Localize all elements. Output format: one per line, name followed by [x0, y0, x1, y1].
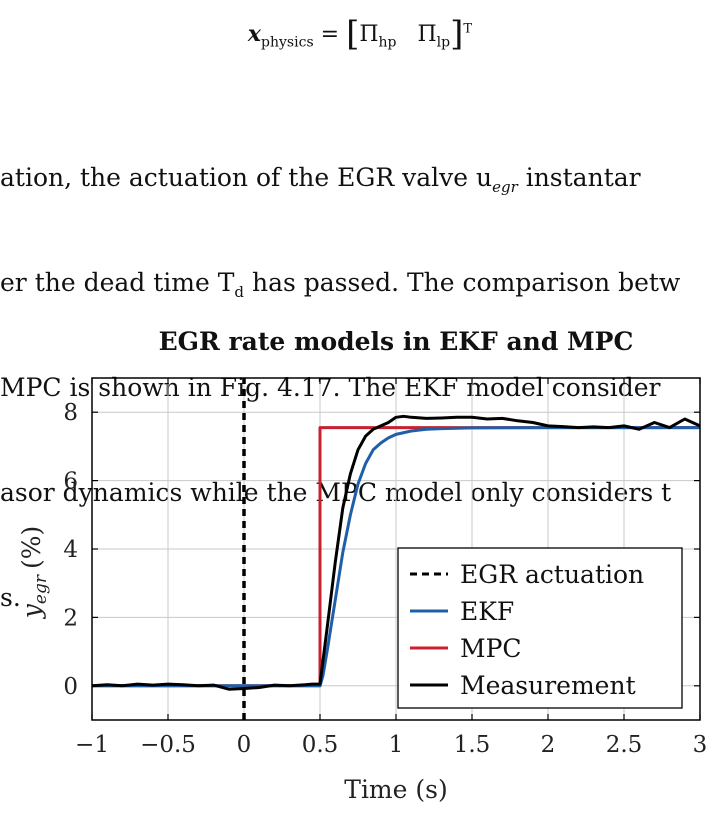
legend-label: Measurement: [460, 671, 636, 700]
series-line-measurement: [91, 414, 701, 691]
y-tick-label: 2: [63, 605, 78, 631]
x-tick-label: 2.5: [606, 732, 643, 758]
equation-pi-hp: Π: [359, 22, 379, 47]
plot-area: [91, 378, 701, 720]
paragraph-line-2: er the dead time Td has passed. The comp…: [0, 265, 720, 300]
equation-lhs-symbol: x: [247, 21, 262, 47]
series-line-ekf: [92, 426, 700, 688]
x-tick-label: 1.5: [454, 732, 491, 758]
x-axis-label: Time (s): [344, 775, 447, 804]
equation-lhs-subscript: physics: [261, 34, 314, 51]
egr-rate-chart: EGR rate models in EKF and MPC −1 −0.5 0 0.…: [17, 327, 707, 804]
legend-box: [397, 547, 683, 709]
x-tick-label: −0.5: [140, 732, 196, 758]
legend: EGR actuation EKF MPC Measurement: [397, 547, 683, 709]
equation: xphysics = [Πhp Πlp]T: [0, 14, 720, 54]
x-tick-label: 3: [693, 732, 708, 758]
equation-pi-hp-sub: hp: [378, 34, 397, 51]
y-axis-symbol: y: [17, 603, 46, 619]
equation-equals: =: [320, 22, 340, 47]
paragraph-line-1: ation, the actuation of the EGR valve ue…: [0, 160, 720, 195]
axis-ticks: −1 −0.5 0 0.5 1 1.5 2 2.5 3 0 2 4 6 8: [63, 378, 707, 758]
y-tick-label: 6: [63, 469, 78, 495]
x-tick-label: 1: [389, 732, 404, 758]
equation-transpose: T: [463, 21, 473, 37]
legend-label: EGR actuation: [460, 560, 644, 589]
y-tick-label: 4: [63, 537, 78, 563]
paragraph-line-2-tail: has passed. The comparison betw: [244, 268, 681, 297]
legend-label: MPC: [460, 634, 522, 663]
y-tick-label: 8: [63, 400, 78, 426]
paragraph-line-1-tail: instantar: [517, 163, 641, 192]
equation-open-bracket: [: [346, 14, 360, 54]
x-tick-label: 2: [541, 732, 556, 758]
equation-close-bracket: ]: [450, 14, 464, 54]
paragraph-line-5: s.: [0, 583, 21, 612]
x-tick-label: 0: [237, 732, 252, 758]
paragraph-line-1-sub: egr: [492, 178, 518, 195]
paragraph-line-2-sub: d: [234, 283, 245, 300]
paragraph-line-4: asor dynamics while the MPC model only c…: [0, 478, 672, 507]
equation-pi-lp-sub: lp: [436, 34, 451, 51]
equation-pi-lp: Π: [417, 22, 437, 47]
x-tick-label: −1: [75, 732, 109, 758]
y-axis-unit: (%): [17, 526, 46, 569]
chart-title: EGR rate models in EKF and MPC: [159, 327, 634, 356]
legend-label: EKF: [460, 597, 514, 626]
y-axis-label: yegr (%): [17, 526, 51, 619]
paragraph-line-2-text: er the dead time T: [0, 268, 235, 297]
paragraph-line-1-text: ation, the actuation of the EGR valve u: [0, 163, 493, 192]
y-tick-label: 0: [63, 674, 78, 700]
body-paragraph: ation, the actuation of the EGR valve ue…: [0, 90, 720, 650]
y-axis-subscript: egr: [31, 574, 51, 604]
x-tick-label: 0.5: [302, 732, 339, 758]
